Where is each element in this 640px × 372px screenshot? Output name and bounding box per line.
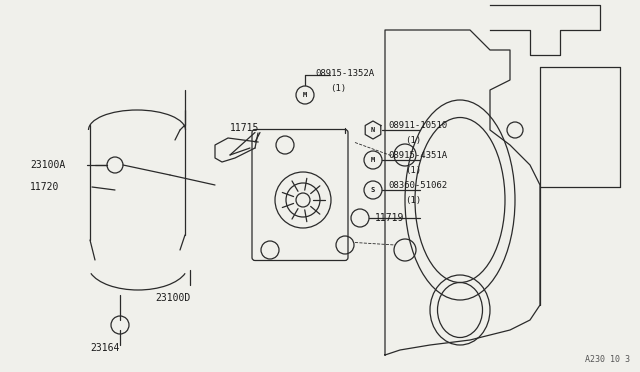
Text: 08915-4351A: 08915-4351A <box>388 151 447 160</box>
Text: M: M <box>371 157 375 163</box>
Text: 23100A: 23100A <box>30 160 65 170</box>
Text: 23100D: 23100D <box>155 293 190 303</box>
Text: (1): (1) <box>405 196 421 205</box>
Text: 23164: 23164 <box>90 343 120 353</box>
Text: 08915-1352A: 08915-1352A <box>315 68 374 77</box>
Text: 11719: 11719 <box>375 213 404 223</box>
Text: (1): (1) <box>330 83 346 93</box>
Text: 08360-51062: 08360-51062 <box>388 180 447 189</box>
Text: M: M <box>303 92 307 98</box>
Text: 08911-10510: 08911-10510 <box>388 121 447 129</box>
Text: A230 10 3: A230 10 3 <box>585 355 630 364</box>
Text: N: N <box>371 127 375 133</box>
Text: (1): (1) <box>405 166 421 174</box>
Text: S: S <box>371 187 375 193</box>
Text: 11720: 11720 <box>30 182 60 192</box>
Text: (1): (1) <box>405 135 421 144</box>
Text: 11715: 11715 <box>230 123 259 133</box>
